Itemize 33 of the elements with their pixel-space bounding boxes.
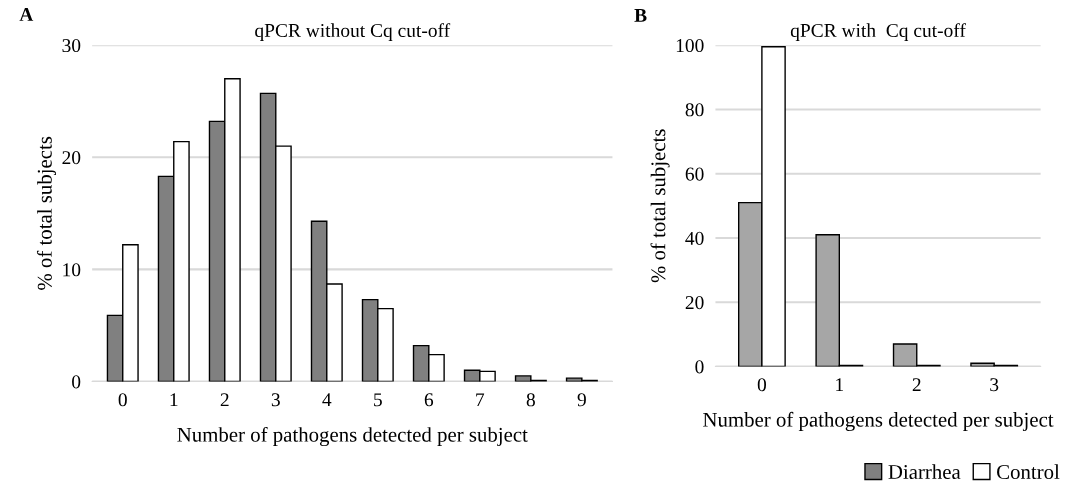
y-tick-label: 20 [685, 296, 704, 310]
x-tick-label: 3 [990, 378, 999, 392]
x-axis-title: Number of pathogens detected per subject [177, 426, 528, 447]
x-tick-label: 4 [322, 393, 332, 407]
x-tick-label: 5 [374, 393, 382, 407]
y-tick-label: 20 [62, 151, 81, 165]
x-tick-label: 8 [526, 393, 535, 407]
y-tick-label: 30 [62, 39, 81, 53]
x-tick-label: 7 [476, 393, 485, 407]
text: B [634, 9, 647, 22]
chart-title: qPCR with Cq cut-off [790, 23, 966, 41]
y-axis-title: % of total subjects [36, 136, 57, 290]
y-tick-label: 0 [695, 360, 704, 374]
y-tick-label: 60 [685, 167, 704, 181]
x-tick-label: 9 [577, 393, 586, 407]
x-axis-title: Number of pathogens detected per subject [703, 411, 1054, 432]
x-tick-label: 2 [220, 393, 229, 407]
x-tick-label: 3 [271, 393, 280, 407]
x-tick-label: 6 [424, 393, 434, 407]
y-tick-label: 40 [685, 231, 704, 245]
x-tick-label: 2 [912, 378, 921, 392]
x-tick-label: 1 [170, 393, 178, 407]
text: A [19, 8, 34, 21]
chart-title: qPCR without Cq cut-off [255, 23, 451, 41]
legend-label: Diarrhea [888, 464, 961, 480]
y-tick-label: 80 [685, 103, 704, 117]
x-tick-label: 0 [757, 378, 767, 392]
x-tick-label: 1 [836, 378, 844, 392]
x-tick-label: 0 [118, 393, 127, 407]
y-axis-title: % of total subjects [650, 129, 670, 283]
y-tick-label: 10 [63, 263, 81, 277]
legend-label: Control [997, 464, 1060, 480]
y-tick-label: 100 [676, 39, 704, 53]
